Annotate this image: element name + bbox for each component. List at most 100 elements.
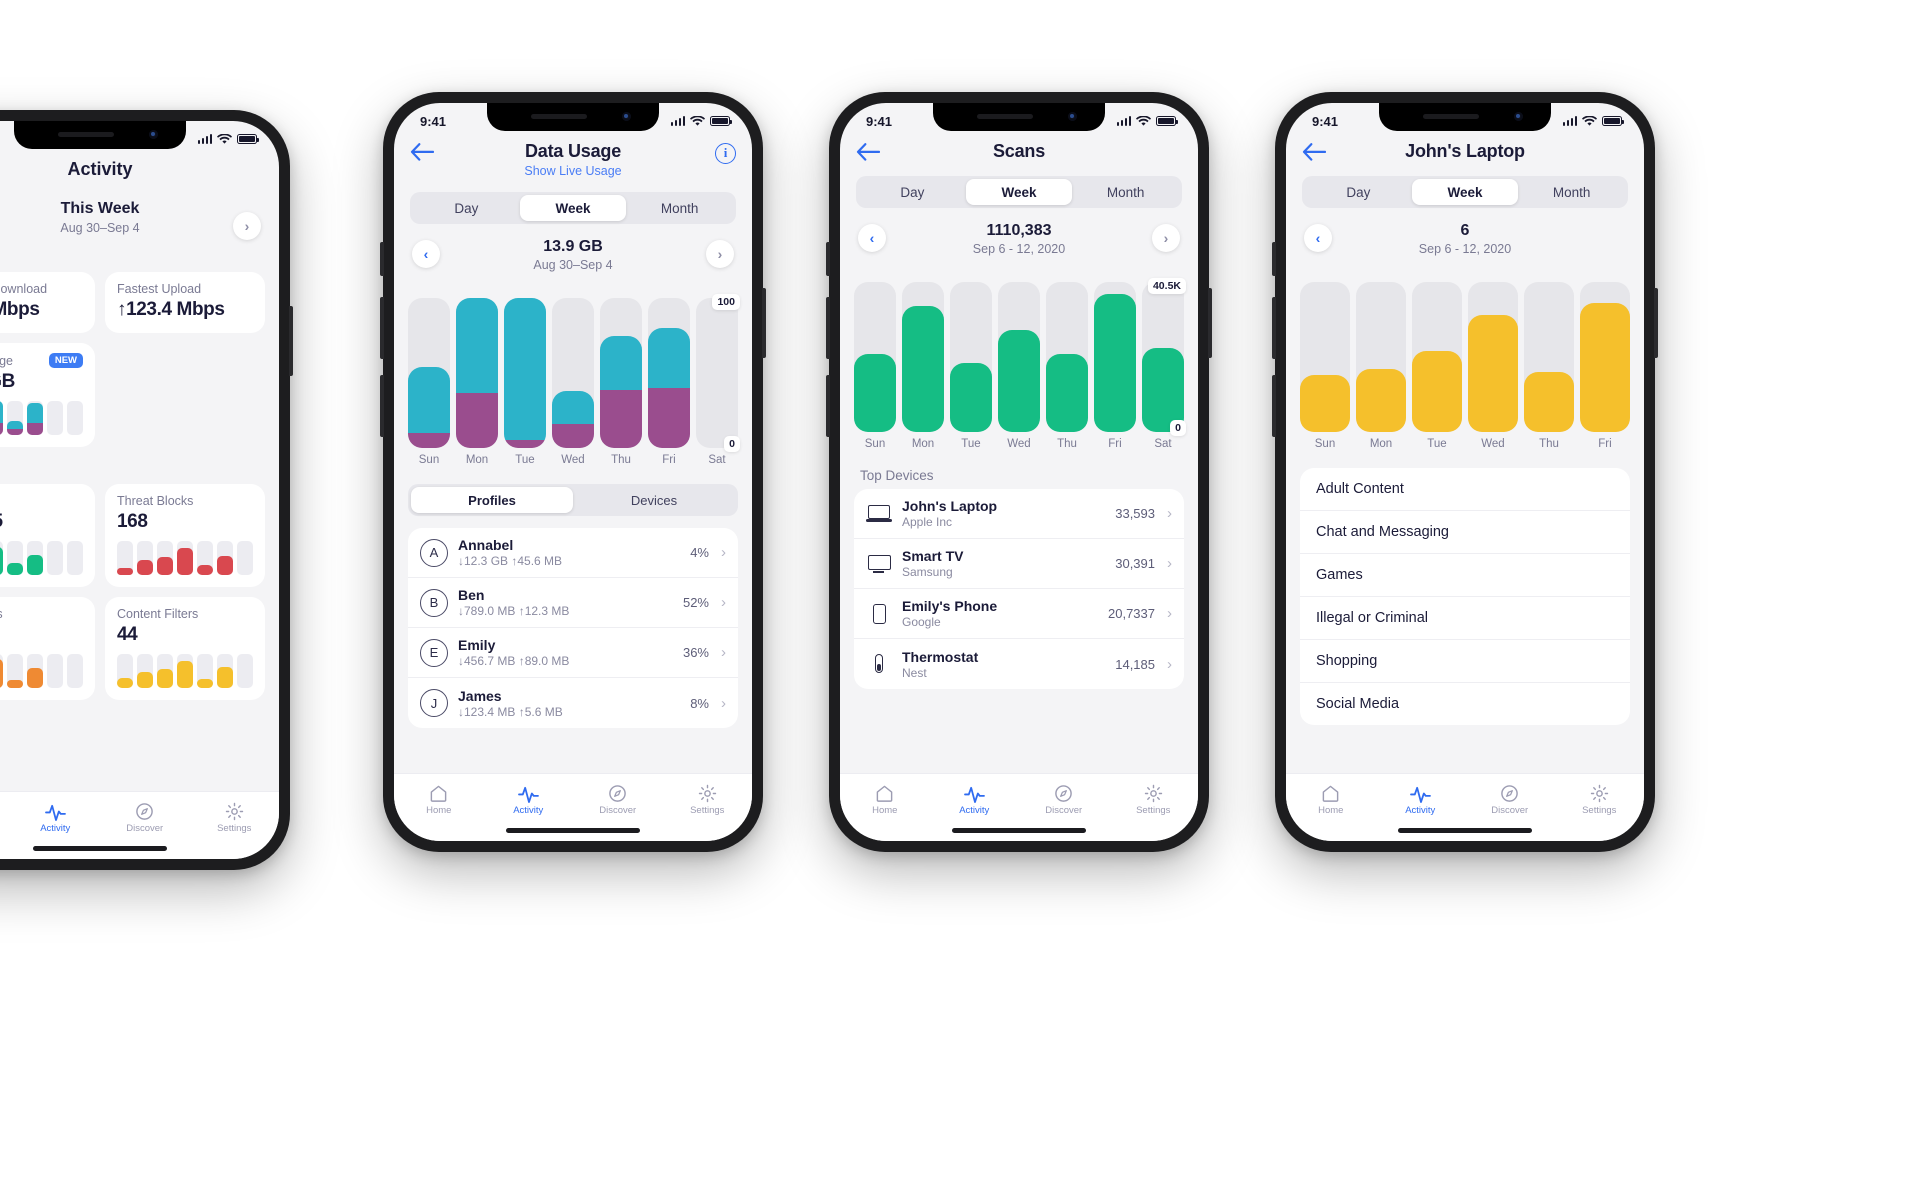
chevron-right-icon[interactable]: › <box>721 644 726 661</box>
bar-column[interactable] <box>1468 282 1518 432</box>
tab-discover[interactable]: Discover <box>1465 783 1555 816</box>
chevron-right-icon[interactable]: › <box>706 240 734 268</box>
chevron-right-icon[interactable]: › <box>1167 605 1172 622</box>
mini-bar <box>237 654 253 688</box>
filter-list-item[interactable]: Shopping <box>1300 640 1630 683</box>
filter-list-item[interactable]: Adult Content <box>1300 468 1630 511</box>
week-selector[interactable]: This Week Aug 30–Sep 4 <box>0 200 279 235</box>
tab-settings[interactable]: Settings <box>1555 783 1645 816</box>
period-segmented-control[interactable]: Day Week Month <box>1302 176 1628 208</box>
segment-day[interactable]: Day <box>454 200 479 216</box>
bar-column[interactable] <box>1142 282 1184 432</box>
list-item[interactable]: E Emily ↓456.7 MB ↑89.0 MB 36% › <box>408 628 738 678</box>
list-item[interactable]: A Annabel ↓12.3 GB ↑45.6 MB 4% › <box>408 528 738 578</box>
list-item[interactable]: Smart TV Samsung 30,391 › <box>854 539 1184 589</box>
list-tab-profiles[interactable]: Profiles <box>411 487 573 513</box>
chevron-left-icon[interactable]: ‹ <box>412 240 440 268</box>
bar-column[interactable] <box>696 298 738 448</box>
bar-column[interactable] <box>950 282 992 432</box>
tab-discover[interactable]: Discover <box>573 783 663 816</box>
bar-column[interactable] <box>1580 282 1630 432</box>
bar-column[interactable] <box>1412 282 1462 432</box>
chevron-right-icon[interactable]: › <box>721 594 726 611</box>
segment-day[interactable]: Day <box>900 184 925 200</box>
segment-week[interactable]: Week <box>519 195 627 221</box>
chevron-right-icon[interactable]: › <box>721 544 726 561</box>
segment-month[interactable]: Month <box>1552 184 1591 200</box>
period-segmented-control[interactable]: Day Week Month <box>856 176 1182 208</box>
chevron-right-icon[interactable]: › <box>233 212 261 240</box>
tab-discover[interactable]: Discover <box>100 801 190 834</box>
bar-column[interactable] <box>600 298 642 448</box>
tile-fastest-upload[interactable]: Fastest Upload ↑123.4 Mbps <box>105 272 265 333</box>
tab-activity[interactable]: Activity <box>11 801 101 834</box>
bar-fill <box>1356 369 1406 432</box>
chevron-left-icon[interactable]: ‹ <box>858 224 886 252</box>
discover-compass-icon <box>573 783 663 803</box>
chevron-right-icon[interactable]: › <box>1167 655 1172 673</box>
tab-home[interactable]: Home <box>840 783 930 816</box>
bar-column[interactable] <box>648 298 690 448</box>
bar-column[interactable] <box>854 282 896 432</box>
tile-threat-blocks[interactable]: Threat Blocks 168 <box>105 484 265 587</box>
tile-data-usage[interactable]: Data Usage NEW 13.9 GB <box>0 343 95 447</box>
list-item[interactable]: B Ben ↓789.0 MB ↑12.3 MB 52% › <box>408 578 738 628</box>
period-segmented-control[interactable]: Day Week Month <box>410 192 736 224</box>
chevron-right-icon[interactable]: › <box>721 694 726 712</box>
segment-month[interactable]: Month <box>1106 184 1145 200</box>
new-badge: NEW <box>48 353 83 368</box>
list-item[interactable]: Thermostat Nest 14,185 › <box>854 639 1184 689</box>
filter-list-item[interactable]: Chat and Messaging <box>1300 511 1630 554</box>
list-item[interactable]: J James ↓123.4 MB ↑5.6 MB 8% › <box>408 678 738 728</box>
bar-column[interactable] <box>552 298 594 448</box>
bar-column[interactable] <box>998 282 1040 432</box>
tab-settings[interactable]: Settings <box>663 783 753 816</box>
tile-ad-blocks[interactable]: Ad Blocks 8 <box>0 597 95 700</box>
bar-column[interactable] <box>902 282 944 432</box>
profiles-devices-tabs[interactable]: Profiles Devices <box>408 484 738 516</box>
bar-column[interactable] <box>408 298 450 448</box>
list-tab-devices[interactable]: Devices <box>630 492 678 508</box>
tab-home[interactable]: Home <box>0 801 11 834</box>
tile-fastest-download[interactable]: Fastest Download ↓123 Mbps <box>0 272 95 333</box>
filter-list-item[interactable]: Social Media <box>1316 696 1400 712</box>
tile-content-filters[interactable]: Content Filters 44 <box>105 597 265 700</box>
segment-day[interactable]: Day <box>1346 184 1371 200</box>
tile-scans[interactable]: Scans 45,875 <box>0 484 95 587</box>
chevron-right-icon[interactable]: › <box>1167 555 1172 572</box>
tab-settings[interactable]: Settings <box>1109 783 1199 816</box>
cellular-bars-icon <box>1116 116 1131 126</box>
segment-month[interactable]: Month <box>660 200 699 216</box>
bar-column[interactable] <box>1356 282 1406 432</box>
bar-column[interactable] <box>1524 282 1574 432</box>
segment-week[interactable]: Week <box>1411 179 1519 205</box>
tab-activity[interactable]: Activity <box>484 783 574 816</box>
list-item[interactable]: Emily's Phone Google 20,7337 › <box>854 589 1184 639</box>
bar-column[interactable] <box>504 298 546 448</box>
bar-column[interactable] <box>1094 282 1136 432</box>
bar-column[interactable] <box>1046 282 1088 432</box>
filter-list-item[interactable]: Games <box>1300 554 1630 597</box>
show-live-usage-link[interactable]: Show Live Usage <box>524 164 622 178</box>
chevron-right-icon[interactable]: › <box>1152 224 1180 252</box>
segment-week[interactable]: Week <box>965 179 1073 205</box>
arrow-left-icon[interactable] <box>1302 141 1336 161</box>
chevron-left-icon[interactable]: ‹ <box>1304 224 1332 252</box>
list-item[interactable]: John's Laptop Apple Inc 33,593 › <box>854 489 1184 539</box>
bar-column[interactable] <box>456 298 498 448</box>
arrow-left-icon[interactable] <box>856 141 890 161</box>
tab-activity[interactable]: Activity <box>930 783 1020 816</box>
tab-home[interactable]: Home <box>1286 783 1376 816</box>
tab-home[interactable]: Home <box>394 783 484 816</box>
tab-label: Home <box>426 805 452 816</box>
tab-activity[interactable]: Activity <box>1376 783 1466 816</box>
filter-list-item[interactable]: Illegal or Criminal <box>1300 597 1630 640</box>
mini-chart-threats <box>117 541 253 575</box>
info-circle-icon[interactable]: i <box>715 143 736 164</box>
device-count: 30,391 <box>1115 556 1155 571</box>
tab-settings[interactable]: Settings <box>190 801 280 834</box>
tab-discover[interactable]: Discover <box>1019 783 1109 816</box>
bar-column[interactable] <box>1300 282 1350 432</box>
chevron-right-icon[interactable]: › <box>1167 505 1172 522</box>
arrow-left-icon[interactable] <box>410 141 444 161</box>
